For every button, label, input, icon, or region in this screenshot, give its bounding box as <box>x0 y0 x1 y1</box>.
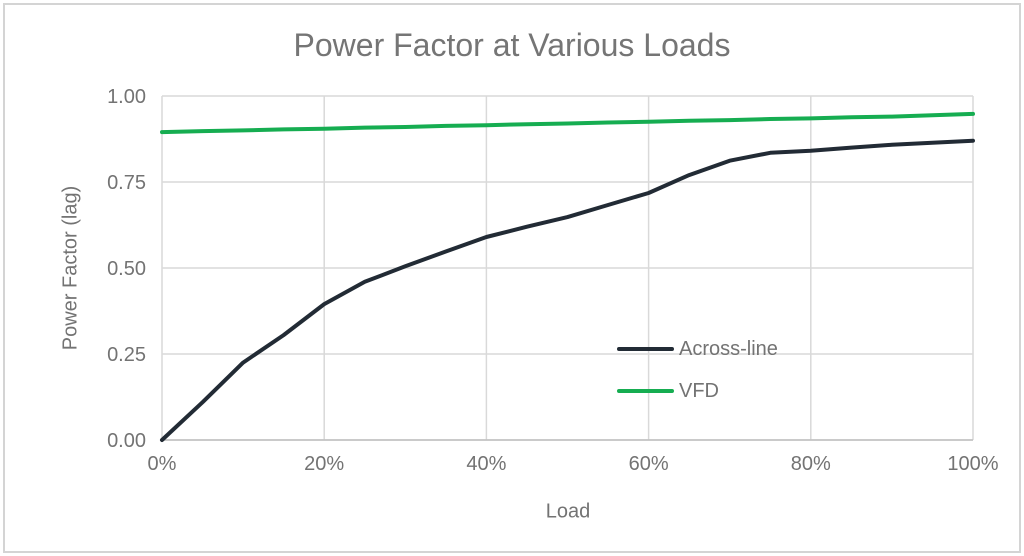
x-axis-title: Load <box>545 500 591 523</box>
y-tick-labels: 0.00 0.25 0.50 0.75 1.00 <box>107 86 146 452</box>
legend-label-vfd: VFD <box>679 380 719 402</box>
gridlines <box>161 95 974 441</box>
vfd-legend-swatch <box>617 389 674 393</box>
y-tick-label: 1.00 <box>107 86 146 108</box>
across-line-series <box>160 138 975 442</box>
x-tick-label: 80% <box>791 453 831 475</box>
x-tick-labels: 0% 20% 40% 60% 80% 100% <box>148 453 999 475</box>
vfd-series <box>160 111 975 135</box>
y-tick-label: 0.00 <box>107 430 146 452</box>
x-tick-label: 0% <box>148 453 177 475</box>
y-tick-label: 0.25 <box>107 344 146 366</box>
legend-item-across-line: Across-line <box>617 339 778 359</box>
y-tick-label: 0.75 <box>107 172 146 194</box>
y-tick-label: 0.50 <box>107 258 146 280</box>
across-line-legend-swatch <box>617 347 674 351</box>
x-tick-label: 40% <box>466 453 506 475</box>
x-tick-label: 20% <box>304 453 344 475</box>
legend-label-across-line: Across-line <box>679 338 778 360</box>
x-tick-label: 100% <box>947 453 998 475</box>
x-tick-label: 60% <box>629 453 669 475</box>
legend-item-vfd: VFD <box>617 381 778 401</box>
chart-title: Power Factor at Various Loads <box>293 27 731 63</box>
y-axis-title: Power Factor (lag) <box>59 185 82 351</box>
legend: Across-line VFD <box>617 339 778 401</box>
